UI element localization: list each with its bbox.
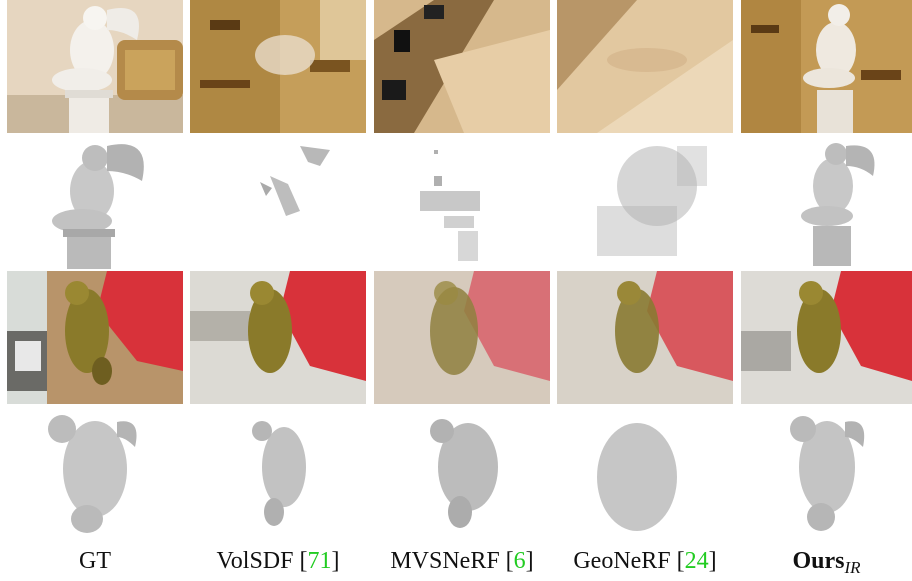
tiger-render-mvsnerf <box>374 271 550 404</box>
citation-link[interactable]: 71 <box>307 548 332 574</box>
angel-render-gt <box>7 0 183 133</box>
angel-mesh-ours <box>741 136 912 269</box>
tiger-mesh-ours <box>741 407 912 540</box>
angel-mesh-geonerf <box>557 136 733 269</box>
caption-mvsnerf: MVSNeRF [6] <box>390 548 534 574</box>
tiger-render-gt <box>7 271 183 404</box>
caption-geonerf: GeoNeRF [24] <box>573 548 717 574</box>
citation-link[interactable]: 6 <box>513 548 526 574</box>
caption-gt: GT <box>79 548 111 574</box>
citation-link[interactable]: 24 <box>684 548 709 574</box>
tiger-mesh-gt <box>7 407 183 540</box>
angel-mesh-gt <box>7 136 183 269</box>
angel-mesh-volsdf <box>190 136 366 269</box>
tiger-render-geonerf <box>557 271 733 404</box>
angel-render-geonerf <box>557 0 733 133</box>
caption-ours: OursIR <box>792 548 861 577</box>
comparison-figure <box>7 0 912 540</box>
angel-render-ours <box>741 0 912 133</box>
caption-volsdf: VolSDF [71] <box>216 548 340 574</box>
angel-mesh-mvsnerf <box>374 136 550 269</box>
tiger-mesh-volsdf <box>190 407 366 540</box>
tiger-mesh-geonerf <box>557 407 733 540</box>
tiger-render-ours <box>741 271 912 404</box>
tiger-mesh-mvsnerf <box>374 407 550 540</box>
angel-render-volsdf <box>190 0 366 133</box>
tiger-render-volsdf <box>190 271 366 404</box>
angel-render-mvsnerf <box>374 0 550 133</box>
